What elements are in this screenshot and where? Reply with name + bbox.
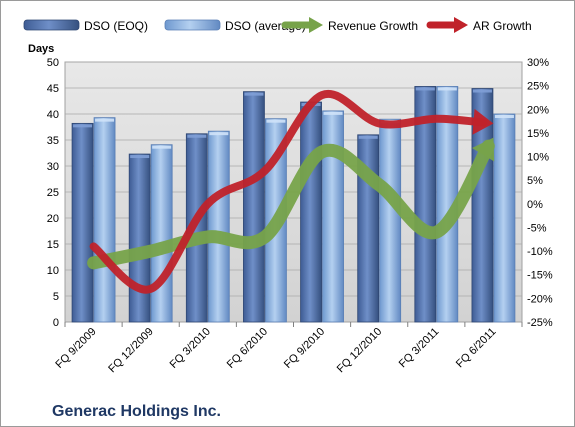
y2-tick-label: 0% — [527, 199, 543, 211]
x-axis-ticks: FQ 9/2009 FQ 12/2009 FQ 3/2010 FQ 6/2010 FQ … — [53, 322, 523, 376]
bar-dso-eoq-cap — [73, 124, 93, 128]
bar-dso-average-cap — [209, 132, 229, 136]
bar-dso-eoq — [71, 122, 94, 323]
x-tick-label: FQ 3/2011 — [397, 326, 442, 371]
legend-label-revenue-growth: Revenue Growth — [328, 19, 418, 33]
y-tick-label: 20 — [47, 213, 59, 225]
bar-dso-eoq — [243, 91, 265, 323]
legend-item-revenue-growth: Revenue Growth — [281, 17, 418, 33]
revenue-growth-arrowhead — [471, 137, 495, 162]
y2-tick-label: -10% — [527, 246, 553, 258]
legend-arrowhead-revenue-growth — [309, 17, 323, 33]
bar-dso-average-cap — [95, 118, 115, 122]
revenue-growth-line — [87, 139, 495, 270]
bar-dso-average-cap — [323, 111, 343, 115]
bar-dso-eoq — [300, 101, 322, 323]
legend-swatch-dso-eoq — [23, 19, 80, 31]
x-tick-label: FQ 12/2009 — [106, 326, 156, 376]
x-tick-label: FQ 9/2010 — [282, 326, 327, 371]
bar-dso-average — [93, 117, 116, 323]
legend-swatch-dso-avg — [164, 19, 221, 31]
y2-tick-label: -20% — [527, 293, 553, 305]
company-name: Generac Holdings Inc. — [52, 403, 221, 420]
legend-arrowhead-ar-growth — [454, 17, 468, 33]
growth-lines — [87, 89, 495, 294]
bar-dso-eoq-cap — [130, 155, 150, 159]
y-tick-label: 40 — [47, 109, 59, 121]
bar-dso-eoq-cap — [415, 87, 435, 91]
y2-tick-label: 20% — [527, 104, 549, 116]
x-tick-label: FQ 6/2010 — [225, 326, 270, 371]
x-tick-label: FQ 12/2010 — [335, 326, 385, 376]
bar-dso-eoq — [185, 133, 208, 323]
y-tick-label: 35 — [47, 135, 59, 147]
y-tick-label: 45 — [47, 83, 59, 95]
y2-tick-label: 5% — [527, 175, 543, 187]
bar-dso-average — [322, 110, 344, 323]
bar-dso-eoq — [414, 86, 437, 323]
bar-dso-eoq-cap — [187, 134, 207, 138]
bar-dso-average-cap — [266, 119, 286, 123]
y2-tick-label: -25% — [527, 317, 553, 329]
y-tick-label: 0 — [53, 317, 59, 329]
y-tick-label: 25 — [47, 187, 59, 199]
bar-dso-average — [379, 118, 402, 323]
bar-dso-average-cap — [152, 145, 172, 149]
y2-tick-label: -5% — [527, 222, 547, 234]
ar-growth-arrowhead — [472, 108, 494, 135]
bar-dso-average — [150, 144, 173, 323]
y-axis-ticks: 0 5 10 15 20 25 30 35 40 45 50 — [47, 57, 59, 329]
legend: DSO (EOQ) DSO (average) Revenue Growth A… — [23, 17, 532, 33]
y-axis-title: Days — [28, 43, 54, 55]
legend-label-ar-growth: AR Growth — [473, 19, 532, 33]
y-tick-label: 30 — [47, 161, 59, 173]
bar-dso-average — [207, 130, 230, 323]
y-tick-label: 15 — [47, 239, 59, 251]
y2-tick-label: 10% — [527, 152, 549, 164]
y2-tick-label: 30% — [527, 57, 549, 69]
bar-dso-average-cap — [437, 87, 457, 91]
y2-axis-ticks: -25% -20% -15% -10% -5% 0% 5% 10% 15% 20% 25% 30% — [527, 57, 553, 329]
y2-tick-label: 25% — [527, 81, 549, 93]
y-tick-label: 50 — [47, 57, 59, 69]
x-tick-label: FQ 6/2011 — [454, 326, 499, 371]
legend-label-dso-eoq: DSO (EOQ) — [84, 19, 148, 33]
legend-item-ar-growth: AR Growth — [426, 17, 532, 33]
bar-dso-eoq-cap — [472, 89, 492, 93]
x-tick-label: FQ 9/2009 — [53, 326, 98, 371]
x-tick-label: FQ 3/2010 — [168, 326, 213, 371]
bar-dso-average — [493, 113, 516, 323]
y-tick-label: 5 — [53, 291, 59, 303]
bar-dso-eoq — [128, 153, 151, 323]
y2-tick-label: 15% — [527, 128, 549, 140]
legend-item-dso-eoq: DSO (EOQ) — [23, 19, 148, 33]
ar-growth-line — [89, 89, 488, 294]
y-tick-label: 10 — [47, 265, 59, 277]
bar-dso-average-cap — [494, 115, 514, 118]
bar-dso-eoq-cap — [244, 92, 264, 96]
bar-dso-eoq-cap — [358, 135, 378, 139]
y2-tick-label: -15% — [527, 270, 553, 282]
